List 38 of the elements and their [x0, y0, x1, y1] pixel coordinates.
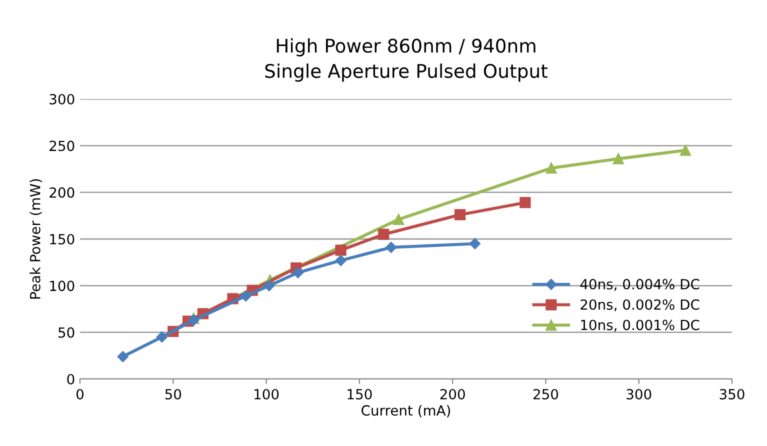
point	[680, 144, 691, 156]
x-tick-label: 300	[626, 388, 652, 400]
x-axis-title: Current (mA)	[362, 404, 450, 418]
point	[378, 228, 390, 240]
y-tick-label: 50	[58, 327, 74, 338]
x-tick-label: 200	[440, 388, 465, 400]
legend-label: 10ns, 0.001% DC	[581, 320, 700, 332]
y-tick-label: 300	[50, 94, 74, 104]
x-tick-label: 250	[533, 388, 558, 400]
point	[546, 162, 557, 174]
y-tick-label: 150	[50, 234, 74, 244]
point	[292, 266, 304, 278]
point	[392, 214, 404, 225]
point	[385, 242, 397, 254]
x-tick-label: 0	[76, 388, 84, 400]
y-axis-title: Peak Power (mW)	[30, 179, 42, 299]
y-tick-label: 0	[67, 374, 74, 384]
y-tick-label: 200	[50, 187, 74, 198]
x-tick-label: 150	[348, 388, 372, 400]
point	[612, 153, 624, 164]
x-tick-label: 350	[720, 388, 744, 400]
point	[188, 314, 200, 326]
point	[240, 290, 252, 302]
point	[335, 254, 346, 266]
x-tick-label: 50	[165, 388, 182, 400]
legend-label: 20ns, 0.002% DC	[580, 299, 700, 312]
point	[156, 331, 168, 343]
chart-title: High Power 860nm / 940nm Single Aperture Pulsed Output	[265, 38, 548, 82]
x-tick-label: 100	[254, 388, 279, 400]
y-tick-label: 250	[50, 140, 74, 152]
point	[117, 350, 128, 362]
point	[263, 280, 275, 292]
point	[335, 244, 346, 256]
point	[454, 209, 466, 220]
y-tick-label: 100	[50, 280, 74, 292]
point	[469, 238, 481, 250]
legend-label: 40ns, 0.004% DC	[580, 278, 700, 291]
point	[520, 197, 531, 208]
